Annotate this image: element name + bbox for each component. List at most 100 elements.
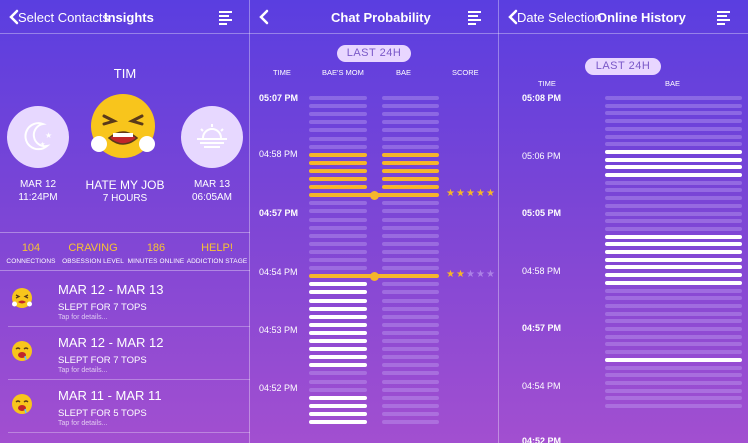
time-label: 04:57 PM [522, 323, 562, 333]
bar-bae [382, 249, 439, 254]
bar-bae [605, 273, 742, 278]
sleep-start-circle: ★ ★ [7, 106, 69, 168]
chevron-left-icon[interactable] [6, 8, 24, 26]
time-label: 05:08 PM [522, 93, 562, 103]
sleep-start-label: MAR 12 11:24PM [7, 178, 69, 204]
bar-bae [605, 265, 742, 270]
bar-bae [382, 233, 439, 238]
stat-label: CONNECTIONS [6, 258, 56, 265]
bar-baes-mom [309, 168, 367, 173]
nav-divider [499, 33, 748, 34]
bar-bae [382, 379, 439, 384]
bar-bae [382, 306, 439, 311]
bar-bae [605, 142, 742, 147]
bar-bae [605, 180, 742, 185]
list-item[interactable]: MAR 12 - MAR 12 SLEPT FOR 7 TOPS Tap for… [0, 326, 250, 379]
page-title: Chat Probability [331, 10, 431, 25]
nav-bar: Select Contacts Insights [0, 0, 250, 34]
stat-minutes: 186 MINUTES ONLINE [124, 242, 188, 265]
bar-baes-mom [309, 314, 367, 319]
bar-baes-mom [309, 241, 367, 246]
bar-baes-mom [309, 177, 367, 181]
panel-divider [498, 0, 499, 443]
bar-bae [374, 274, 439, 279]
bar-bae [605, 296, 742, 301]
menu-icon[interactable] [468, 11, 481, 25]
bar-bae [382, 282, 439, 287]
list-item[interactable]: MAR 11 - MAR 11 SLEPT FOR 5 TOPS Tap for… [0, 379, 250, 432]
score-star-icon: ★ [486, 269, 495, 281]
bar-bae [382, 290, 439, 295]
bar-bae [605, 96, 742, 100]
stat-obsession: CRAVING OBSESSION LEVEL [60, 242, 126, 265]
tired-face-emoji-icon [12, 288, 32, 308]
time-label: 05:05 PM [522, 208, 562, 218]
menu-icon[interactable] [717, 11, 730, 25]
moon-stars-icon: ★ ★ [24, 122, 52, 151]
bar-baes-mom [309, 274, 375, 279]
svg-text:★: ★ [40, 141, 45, 148]
bar-bae [382, 411, 439, 416]
bar-baes-mom [309, 298, 367, 303]
bar-baes-mom [309, 96, 367, 100]
tap-hint: Tap for details... [58, 314, 108, 321]
sleep-summary: SLEPT FOR 5 TOPS [58, 408, 147, 419]
bar-bae [605, 350, 742, 355]
svg-text:★: ★ [45, 131, 52, 140]
chevron-left-icon[interactable] [505, 8, 523, 26]
bar-baes-mom [309, 322, 367, 327]
row-divider [8, 432, 250, 433]
page-title: Online History [597, 10, 686, 25]
bar-bae [382, 395, 439, 400]
bar-bae [382, 403, 439, 408]
bar-bae [605, 149, 742, 154]
bar-baes-mom [309, 258, 367, 262]
bar-baes-mom [309, 233, 367, 238]
bar-bae [382, 241, 439, 246]
bar-bae [605, 342, 742, 347]
range-pill[interactable]: LAST 24H [585, 58, 661, 75]
score-star-icon: ★ [446, 269, 455, 281]
bar-bae [605, 257, 742, 262]
bar-bae [605, 288, 742, 293]
chevron-left-icon[interactable] [256, 8, 274, 26]
back-label[interactable]: Select Contacts [18, 10, 110, 25]
bar-baes-mom [309, 249, 367, 254]
menu-icon[interactable] [219, 11, 232, 25]
bar-bae [605, 357, 742, 362]
wake-time: 06:05AM [191, 192, 233, 203]
score-star-icon: ★ [486, 188, 495, 200]
user-name: TIM [113, 66, 137, 81]
stat-addiction: HELP! ADDICTION STAGE [184, 242, 250, 265]
bar-baes-mom [309, 420, 367, 424]
range-pill[interactable]: LAST 24H [337, 45, 411, 62]
bar-bae [382, 128, 439, 133]
list-item[interactable]: MAR 12 - MAR 13 SLEPT FOR 7 TOPS Tap for… [0, 273, 250, 326]
bar-bae [605, 327, 742, 331]
bar-bae [605, 211, 742, 216]
nav-bar: Chat Probability [250, 0, 499, 34]
bar-baes-mom [309, 112, 367, 117]
stat-connections: 104 CONNECTIONS [0, 242, 62, 265]
bar-baes-mom [309, 225, 367, 230]
bar-bae [605, 157, 742, 162]
bar-bae [382, 371, 439, 376]
bar-baes-mom [309, 104, 367, 109]
page-title: Insights [104, 10, 154, 25]
bar-baes-mom [309, 330, 367, 335]
online-history-panel: Date Selection Online History LAST 24H T… [499, 0, 748, 443]
sleep-start-date: MAR 12 [19, 179, 57, 190]
bar-baes-mom [309, 387, 367, 392]
bar-baes-mom [309, 217, 367, 222]
bar-baes-mom [309, 201, 367, 206]
bar-bae [374, 193, 439, 198]
col-header-bae: BAE [665, 79, 681, 88]
bar-baes-mom [309, 395, 367, 400]
bar-bae [605, 319, 742, 324]
time-label: 04:54 PM [259, 267, 298, 277]
row-divider [8, 379, 250, 380]
score-star-icon: ★ [446, 188, 455, 200]
back-label[interactable]: Date Selection [517, 10, 602, 25]
sunrise-icon [197, 124, 227, 148]
bar-bae [605, 219, 742, 224]
